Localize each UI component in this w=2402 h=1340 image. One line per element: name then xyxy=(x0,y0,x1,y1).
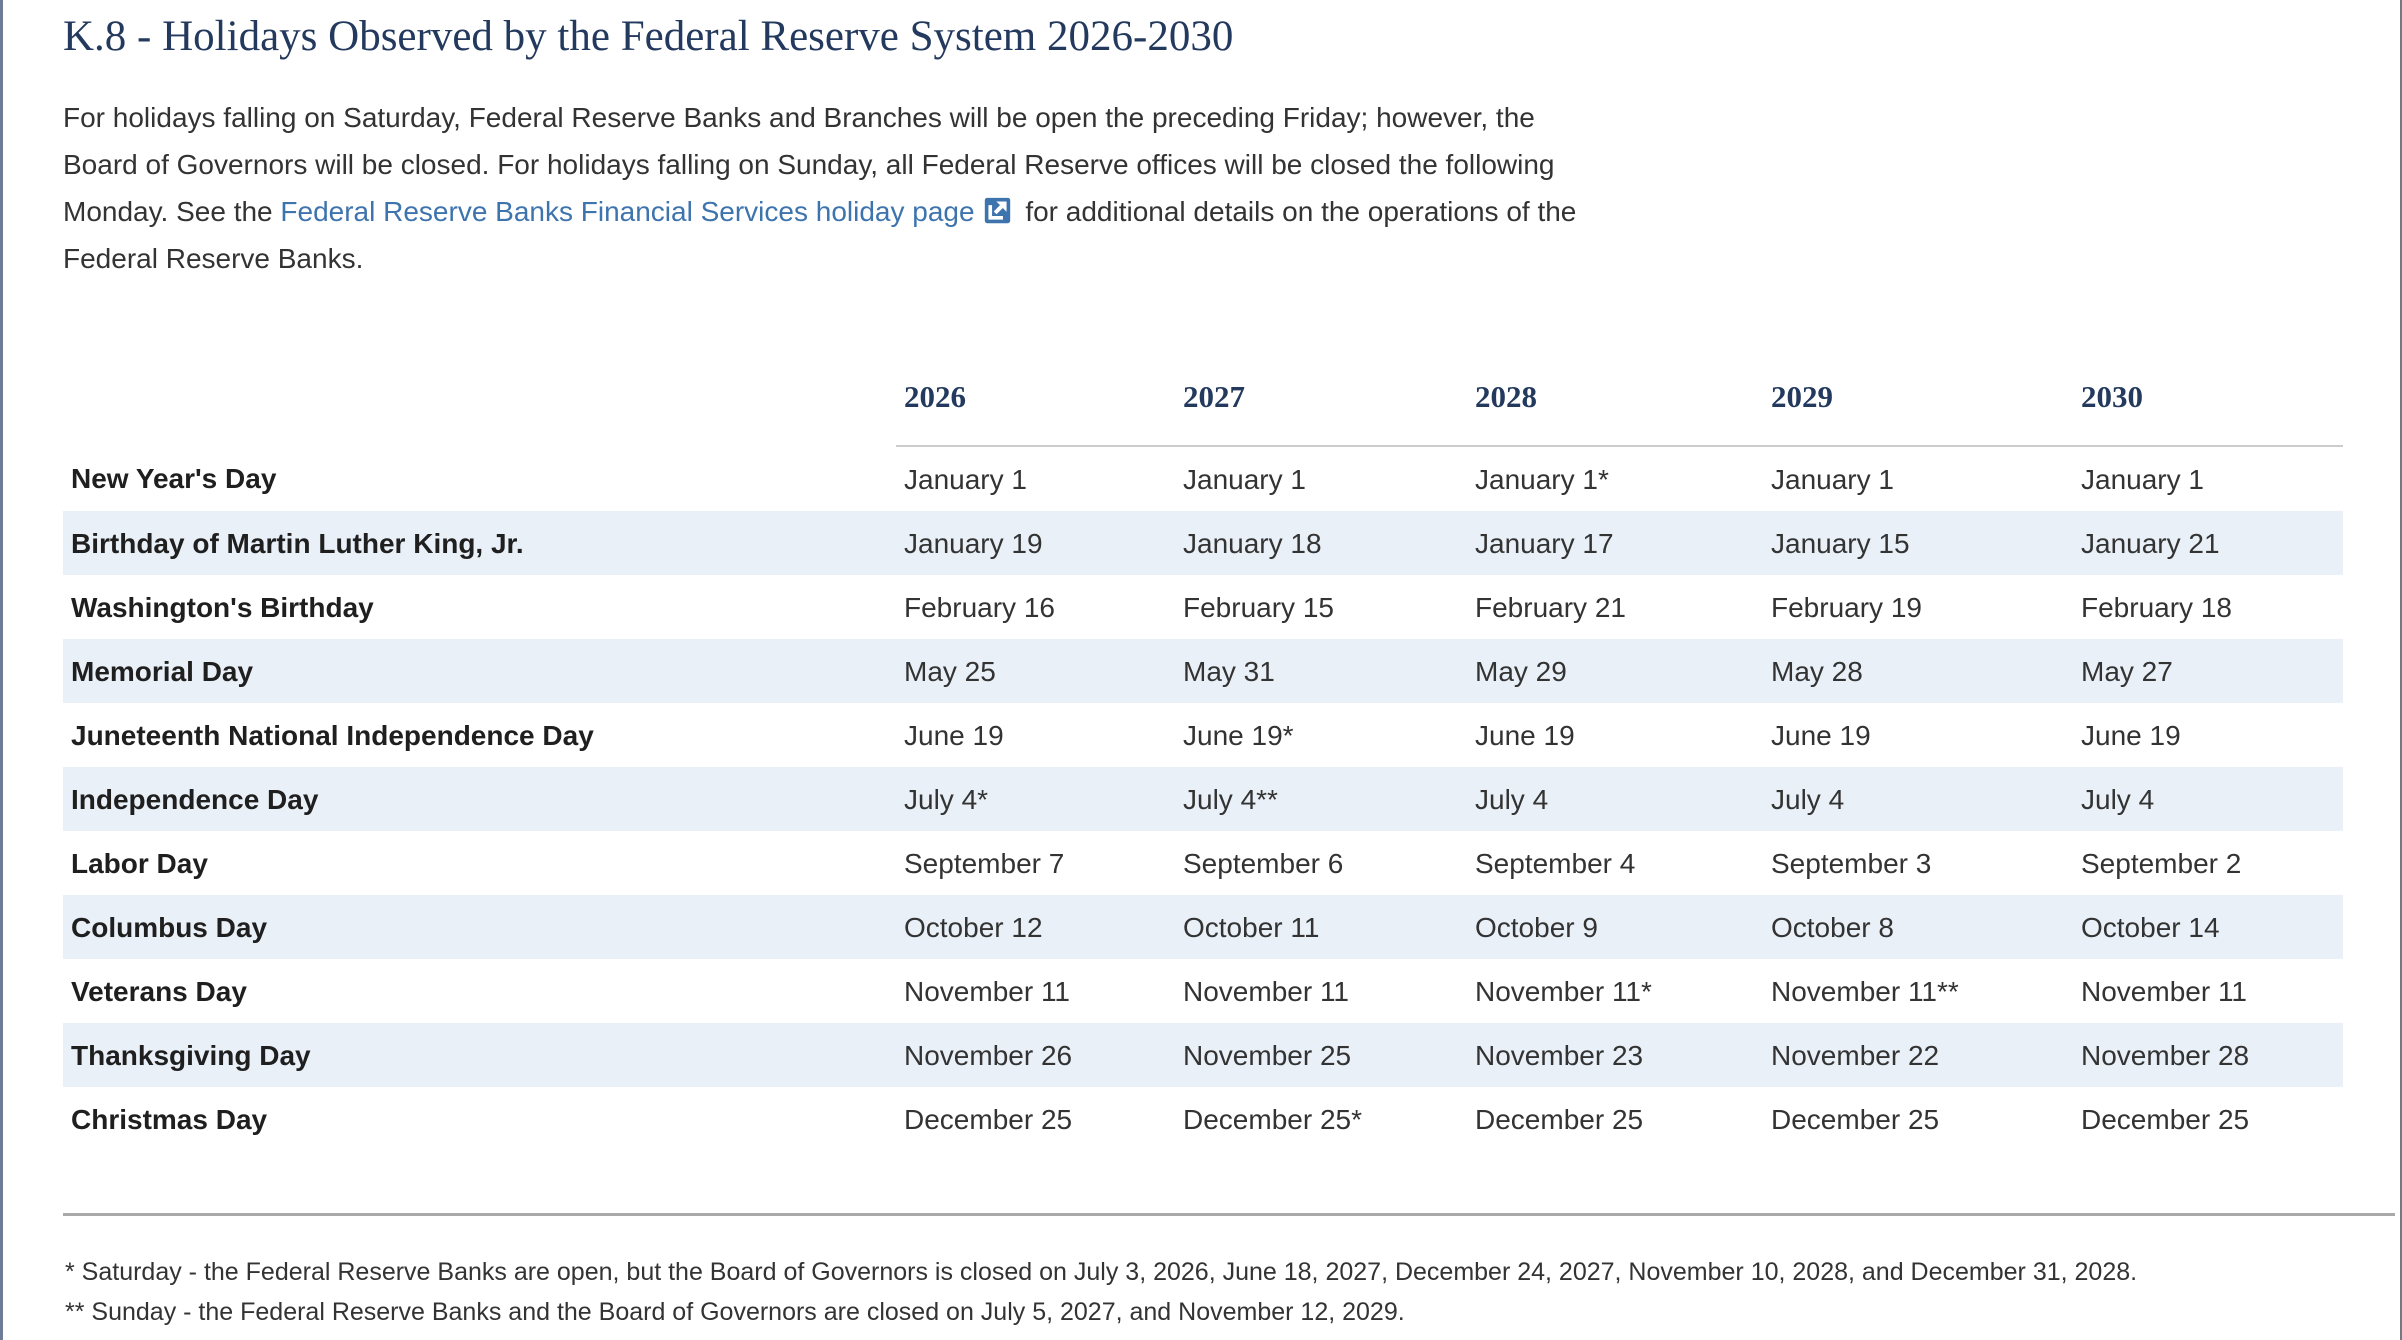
holiday-date: November 28 xyxy=(2081,1039,2250,1071)
holidays-table: 2026 2027 2028 2029 2030 New Year's Day J… xyxy=(63,378,2343,1151)
holiday-date: February 16 xyxy=(904,591,1055,623)
page-title: K.8 - Holidays Observed by the Federal R… xyxy=(63,13,1234,60)
holiday-date: February 21 xyxy=(1475,591,1626,623)
footnote-sunday: ** Sunday - the Federal Reserve Banks an… xyxy=(65,1297,1405,1326)
table-row: Columbus Day October 12 October 11 October … xyxy=(63,894,2343,959)
holiday-date: September 3 xyxy=(1771,847,1932,879)
holiday-date: June 19* xyxy=(1183,719,1294,751)
holiday-date: November 11** xyxy=(1771,975,1959,1007)
holiday-date: January 1 xyxy=(904,463,1027,495)
holiday-name: Christmas Day xyxy=(71,1103,268,1135)
table-row: Christmas Day December 25 December 25* Dece… xyxy=(63,1087,2343,1151)
holiday-date: January 21 xyxy=(2081,527,2220,559)
holiday-date: October 9 xyxy=(1475,911,1598,943)
table-row: Veterans Day November 11 November 11 Novemb… xyxy=(63,959,2343,1023)
holidays-table-header: 2026 2027 2028 2029 2030 xyxy=(63,378,2343,447)
holidays-table-body: New Year's Day January 1 January 1 January … xyxy=(63,446,2343,1151)
holiday-date: June 19 xyxy=(904,719,1004,751)
holiday-date: July 4* xyxy=(904,783,989,815)
header-row: 2026 2027 2028 2029 2030 xyxy=(63,378,2343,447)
holiday-date: July 4 xyxy=(1771,783,1845,815)
holiday-name: Labor Day xyxy=(71,847,208,879)
holiday-date: November 22 xyxy=(1771,1039,1940,1071)
holiday-date: December 25 xyxy=(1475,1103,1644,1135)
holiday-date: November 11 xyxy=(904,975,1071,1007)
intro-text-after-link: for additional details on the operations… xyxy=(63,195,1577,274)
holiday-date: May 25 xyxy=(904,655,996,687)
holiday-date: May 31 xyxy=(1183,655,1275,687)
table-row: Juneteenth National Independence Day June… xyxy=(63,703,2343,767)
holiday-name: Thanksgiving Day xyxy=(71,1039,311,1071)
holiday-date: November 23 xyxy=(1475,1039,1644,1071)
table-row: Thanksgiving Day November 26 November 25 No… xyxy=(63,1022,2343,1087)
holiday-date: October 14 xyxy=(2081,911,2220,943)
holiday-date: May 27 xyxy=(2081,655,2173,687)
holiday-date: January 17 xyxy=(1475,527,1614,559)
holiday-name: Columbus Day xyxy=(71,911,268,943)
year-column-header-2030: 2030 xyxy=(2073,378,2343,447)
table-row: Birthday of Martin Luther King, Jr. Janua… xyxy=(63,510,2343,575)
table-row: Independence Day July 4* July 4** July 4 Jul… xyxy=(63,766,2343,831)
external-link-icon[interactable] xyxy=(983,192,1012,223)
holiday-date: February 15 xyxy=(1183,591,1334,623)
holiday-date: September 2 xyxy=(2081,847,2242,879)
holiday-date: July 4** xyxy=(1183,783,1278,815)
financial-services-holiday-page-link[interactable]: Federal Reserve Banks Financial Services… xyxy=(280,196,1017,227)
table-row: Memorial Day May 25 May 31 May 29 May 28 May … xyxy=(63,638,2343,703)
holiday-date: December 25 xyxy=(2081,1103,2250,1135)
holiday-name: New Year's Day xyxy=(71,463,277,495)
link-text: Federal Reserve Banks Financial Services… xyxy=(280,195,975,227)
table-row: Labor Day September 7 September 6 September… xyxy=(63,831,2343,895)
year-column-header-2027: 2027 xyxy=(1175,378,1467,447)
holiday-date: September 6 xyxy=(1183,847,1344,879)
table-row: Washington's Birthday February 16 February… xyxy=(63,575,2343,639)
holiday-date: November 26 xyxy=(904,1039,1073,1071)
holiday-date: January 15 xyxy=(1771,527,1910,559)
holiday-date: January 18 xyxy=(1183,527,1322,559)
holiday-date: September 7 xyxy=(904,847,1065,879)
year-column-header-2026: 2026 xyxy=(896,378,1175,447)
holiday-date: November 11 xyxy=(2081,975,2248,1007)
holiday-date: October 12 xyxy=(904,911,1043,943)
holiday-date: November 11 xyxy=(1183,975,1350,1007)
holiday-name: Veterans Day xyxy=(71,975,247,1007)
holiday-date: January 1 xyxy=(1771,463,1894,495)
year-column-header-2029: 2029 xyxy=(1763,378,2073,447)
holiday-date: October 11 xyxy=(1183,911,1320,943)
holiday-date: May 28 xyxy=(1771,655,1863,687)
holiday-date: July 4 xyxy=(1475,783,1549,815)
year-column-header-2028: 2028 xyxy=(1467,378,1763,447)
holiday-date: December 25 xyxy=(904,1103,1073,1135)
footnotes-section: * Saturday - the Federal Reserve Banks a… xyxy=(65,1252,2360,1332)
intro-text-before-link: For holidays falling on Saturday, Federa… xyxy=(63,101,1555,227)
holiday-name: Birthday of Martin Luther King, Jr. xyxy=(71,527,524,559)
intro-paragraph: For holidays falling on Saturday, Federa… xyxy=(63,94,1608,282)
holiday-date: May 29 xyxy=(1475,655,1567,687)
holiday-date: January 1 xyxy=(1183,463,1306,495)
holiday-date: December 25* xyxy=(1183,1103,1362,1135)
holiday-date: November 11* xyxy=(1475,975,1652,1007)
holiday-name: Memorial Day xyxy=(71,655,254,687)
holiday-date: July 4 xyxy=(2081,783,2155,815)
footnote-saturday: * Saturday - the Federal Reserve Banks a… xyxy=(65,1257,2138,1286)
holiday-date: June 19 xyxy=(1475,719,1575,751)
holiday-name-column-header xyxy=(63,379,896,446)
holiday-date: February 18 xyxy=(2081,591,2232,623)
holiday-date: January 1 xyxy=(2081,463,2204,495)
holiday-date: February 19 xyxy=(1771,591,1922,623)
holiday-date: January 19 xyxy=(904,527,1043,559)
table-row: New Year's Day January 1 January 1 January … xyxy=(63,446,2343,511)
holiday-name: Independence Day xyxy=(71,783,319,815)
holiday-date: November 25 xyxy=(1183,1039,1352,1071)
holiday-date: June 19 xyxy=(2081,719,2181,751)
holiday-date: January 1* xyxy=(1475,463,1609,495)
holiday-name: Juneteenth National Independence Day xyxy=(71,719,594,751)
holiday-date: December 25 xyxy=(1771,1103,1940,1135)
holiday-date: October 8 xyxy=(1771,911,1894,943)
footnote-divider xyxy=(63,1212,2395,1216)
holiday-date: June 19 xyxy=(1771,719,1871,751)
holiday-name: Washington's Birthday xyxy=(71,591,374,623)
holiday-date: September 4 xyxy=(1475,847,1636,879)
